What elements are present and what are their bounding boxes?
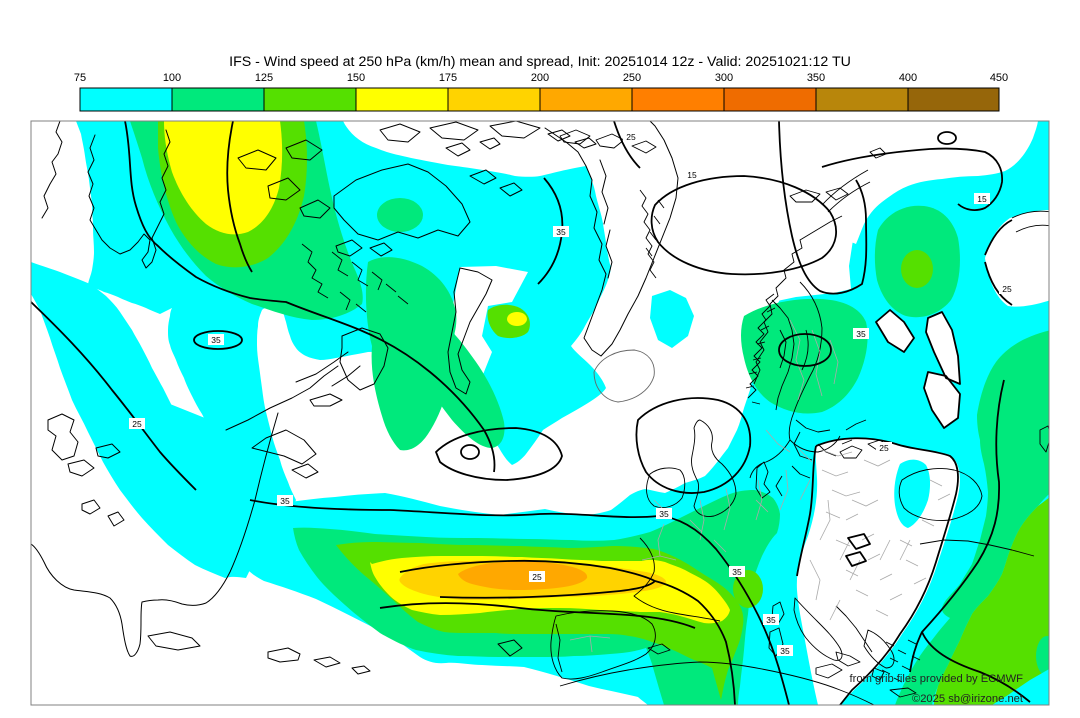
svg-text:25: 25 [132,419,142,429]
svg-text:75: 75 [74,72,86,84]
svg-text:125: 125 [255,72,273,84]
svg-text:450: 450 [990,72,1008,84]
svg-text:100: 100 [163,72,181,84]
svg-text:15: 15 [687,170,697,180]
svg-text:250: 250 [623,72,641,84]
svg-text:35: 35 [780,646,790,656]
svg-text:175: 175 [439,72,457,84]
svg-text:from grib files provided by EC: from grib files provided by ECMWF [850,673,1024,685]
svg-text:©2025 sb@irizone.net: ©2025 sb@irizone.net [912,693,1024,705]
svg-text:15: 15 [977,194,987,204]
svg-text:IFS - Wind speed at 250 hPa (k: IFS - Wind speed at 250 hPa (km/h) mean … [229,54,851,70]
svg-text:35: 35 [659,509,669,519]
svg-text:35: 35 [856,329,866,339]
svg-text:25: 25 [532,572,542,582]
svg-text:25: 25 [879,443,889,453]
svg-text:35: 35 [556,227,566,237]
svg-text:35: 35 [211,335,221,345]
svg-text:350: 350 [807,72,825,84]
svg-text:300: 300 [715,72,733,84]
svg-text:25: 25 [626,132,636,142]
svg-text:400: 400 [899,72,917,84]
svg-text:200: 200 [531,72,549,84]
svg-text:35: 35 [732,567,742,577]
svg-text:35: 35 [280,496,290,506]
svg-text:150: 150 [347,72,365,84]
svg-text:35: 35 [766,615,776,625]
svg-text:25: 25 [1002,284,1012,294]
